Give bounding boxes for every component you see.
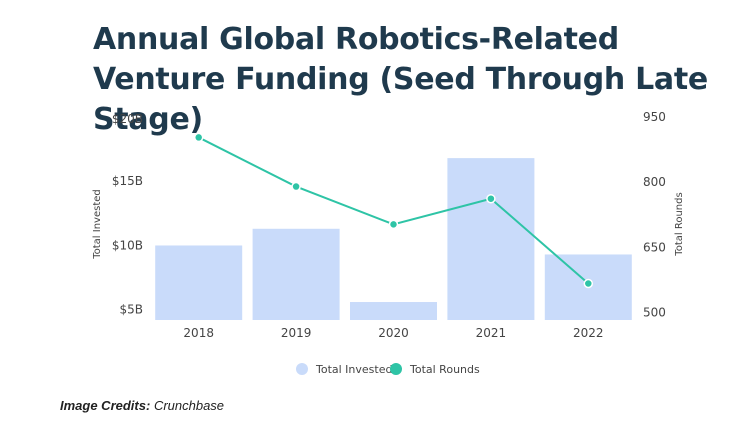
y-left-tick-0: $20B	[112, 112, 143, 126]
y-left-tick-2: $10B	[112, 238, 143, 252]
x-tick-2018: 2018	[183, 326, 214, 340]
legend-marker-total-rounds	[390, 363, 402, 375]
y-right-tick-3: 500	[643, 306, 666, 320]
rounds-point-2021	[486, 193, 496, 204]
bar-2020	[350, 302, 437, 320]
y-right-tick-1: 800	[643, 175, 666, 189]
bar-2019	[252, 228, 340, 320]
rounds-point-2022	[583, 278, 594, 289]
y-right-label: Total Rounds	[674, 192, 685, 256]
credit-source: Crunchbase	[153, 398, 225, 413]
credit-label: Image Credits:	[60, 398, 151, 413]
legend-marker-total-invested	[296, 363, 308, 375]
rounds-point-2020	[388, 219, 399, 230]
legend-label-total-invested: Total Invested	[315, 363, 392, 376]
legend-label-total-rounds: Total Rounds	[409, 363, 480, 376]
x-tick-2022: 2022	[573, 326, 604, 340]
bar-2018	[155, 245, 243, 320]
rounds-point-2019	[291, 181, 301, 192]
y-left-label: Total Invested	[92, 189, 103, 260]
chart-title: Annual Global Robotics-Related Venture F…	[93, 22, 708, 137]
y-right-tick-2: 650	[643, 240, 666, 254]
x-tick-2019: 2019	[281, 326, 312, 340]
y-right-tick-0: 950	[643, 110, 666, 124]
y-left-tick-3: $5B	[119, 303, 143, 317]
y-left-tick-1: $15B	[112, 174, 143, 188]
image-credit: Image Credits: Crunchbase	[60, 398, 224, 413]
x-tick-2020: 2020	[378, 326, 409, 340]
bar-2021	[447, 158, 535, 320]
rounds-point-2018	[193, 132, 204, 143]
x-tick-2021: 2021	[476, 326, 507, 340]
